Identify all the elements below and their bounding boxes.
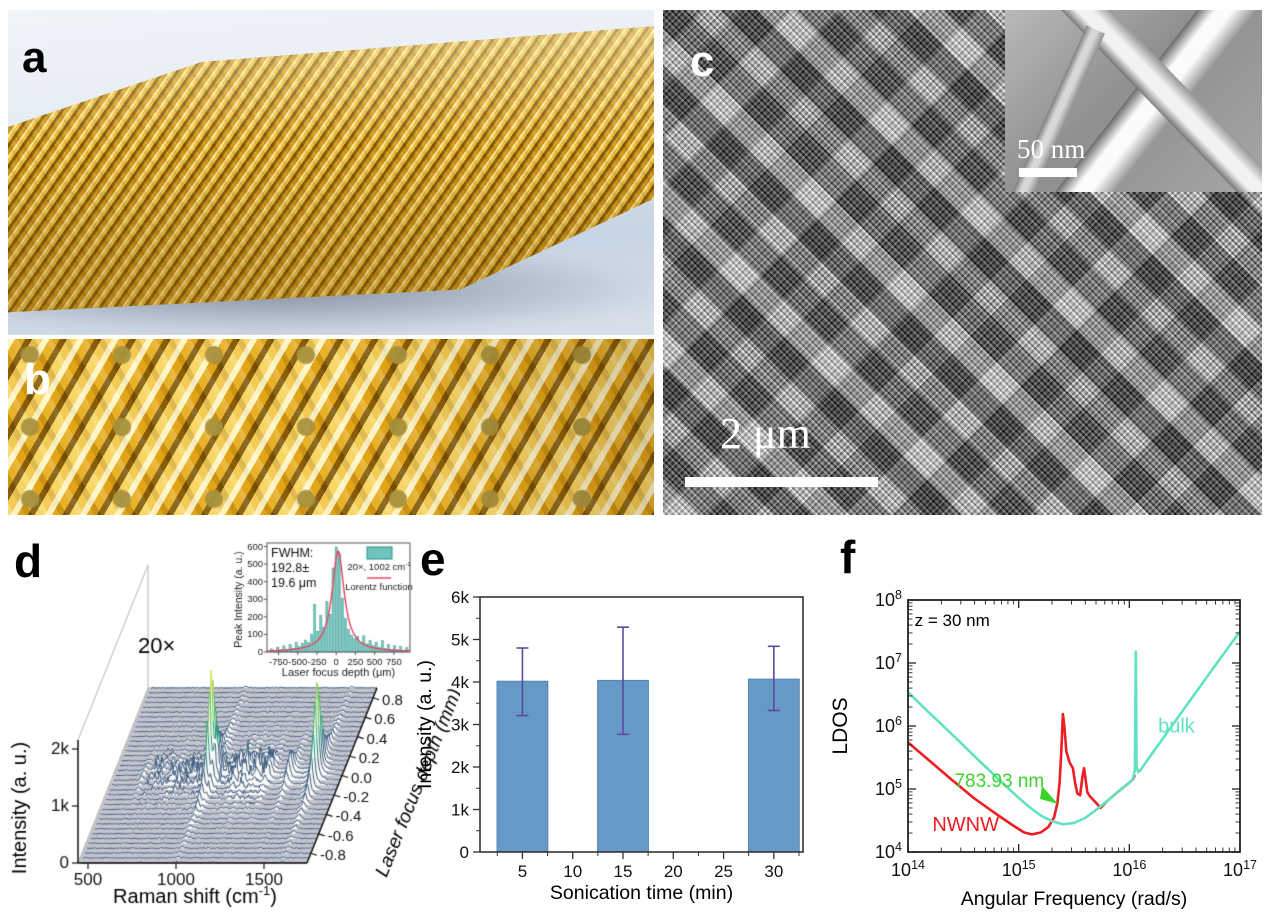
panel-a-gold-lattice-render	[8, 10, 654, 335]
svg-text:104: 104	[875, 840, 902, 862]
annotation-z-30-nm: z = 30 nm	[915, 611, 990, 630]
svg-text:15: 15	[614, 862, 633, 881]
svg-text:105: 105	[875, 777, 902, 799]
sem-scalebar	[685, 477, 878, 487]
raman-waterfall-chart	[0, 528, 460, 914]
svg-text:106: 106	[875, 714, 902, 736]
panel-label-e: e	[420, 533, 446, 585]
svg-text:5k: 5k	[451, 631, 469, 650]
svg-text:30: 30	[764, 862, 783, 881]
ldos-line-chart: 1014 1015 1016 1017 104 105 106 107 108 z = 30 nm…	[830, 588, 1257, 910]
svg-text:Sonication time (min): Sonication time (min)	[550, 882, 733, 904]
svg-text:1k: 1k	[451, 801, 469, 820]
annotation-nwnw: NWNW	[932, 814, 999, 836]
annotation-bulk: bulk	[1158, 715, 1196, 737]
bulk-curve	[907, 630, 1242, 826]
panel-label-b: b	[24, 355, 51, 404]
svg-text:1017: 1017	[1223, 858, 1257, 880]
svg-text:10: 10	[563, 862, 582, 881]
svg-text:Angular Frequency (rad/s): Angular Frequency (rad/s)	[961, 888, 1188, 910]
sem-inset-image: 50 nm	[1005, 10, 1262, 192]
panel-label-d: d	[14, 535, 43, 587]
annotation-783-93-nm: 783.93 nm	[954, 771, 1044, 792]
svg-text:LDOS: LDOS	[830, 697, 852, 754]
svg-text:20: 20	[664, 862, 683, 881]
svg-text:0: 0	[460, 843, 469, 862]
panel-c-sem-image: 50 nm 2 μm	[663, 10, 1262, 515]
svg-text:1014: 1014	[891, 858, 925, 880]
panel-label-a: a	[22, 33, 47, 82]
nwnw-curve	[907, 712, 1137, 836]
panel-b-nanowire-closeup-render	[8, 339, 654, 515]
svg-text:5: 5	[518, 862, 527, 881]
inset-scalebar-label: 50 nm	[1017, 134, 1086, 164]
svg-text:3k: 3k	[451, 716, 469, 735]
svg-text:4k: 4k	[451, 673, 469, 692]
svg-text:1015: 1015	[1002, 858, 1036, 880]
svg-text:107: 107	[875, 651, 902, 673]
panel-b-shading	[8, 339, 654, 515]
svg-text:6k: 6k	[451, 588, 469, 607]
panel-label-c: c	[690, 37, 715, 86]
inset-scalebar	[1019, 168, 1077, 177]
svg-text:Intensity (a. u.): Intensity (a. u.)	[415, 660, 436, 789]
svg-text:1016: 1016	[1112, 858, 1146, 880]
svg-text:108: 108	[875, 588, 902, 610]
svg-text:2k: 2k	[451, 758, 469, 777]
wavelength-arrow	[1040, 786, 1058, 804]
sem-scalebar-label: 2 μm	[720, 409, 811, 458]
svg-text:25: 25	[714, 862, 733, 881]
sonication-bar-chart: 5 10 15 20 25 30 0 1k 2k 3k 4k 5k 6k Sonication time …	[415, 588, 804, 904]
panel-label-f: f	[840, 531, 856, 583]
